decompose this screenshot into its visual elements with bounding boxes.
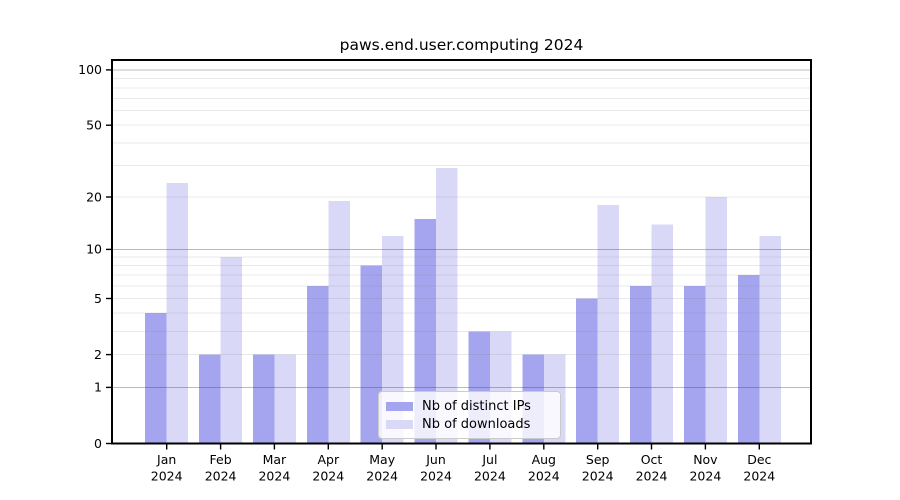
bar-ips-dec [737,275,760,444]
x-tick-label-year-jan: 2024 [151,469,183,484]
legend: Nb of distinct IPs Nb of downloads [378,391,561,439]
x-tick-label-month-jul: Jul [481,452,497,467]
legend-label-distinct-ips: Nb of distinct IPs [422,398,531,414]
bar-ips-oct [630,286,652,444]
chart-title: paws.end.user.computing 2024 [339,36,584,54]
x-tick-label-year-dec: 2024 [743,469,775,484]
bar-ips-may [360,265,383,444]
bar-downloads-feb [220,257,243,444]
x-tick-label-month-sep: Sep [586,452,610,467]
bar-ips-jun [414,219,436,444]
y-tick-label-20: 20 [86,189,102,204]
bar-downloads-apr [328,201,350,444]
y-tick-label-50: 50 [86,118,102,133]
legend-swatch-distinct-ips [386,401,413,411]
y-tick-label-100: 100 [78,62,102,77]
bar-downloads-jan [166,182,189,444]
y-tick-label-1: 1 [94,380,102,395]
x-tick-label-year-feb: 2024 [205,469,237,484]
bar-downloads-oct [651,224,673,444]
bar-ips-apr [306,286,329,444]
x-tick-label-year-may: 2024 [366,469,398,484]
x-tick-label-year-jul: 2024 [474,469,506,484]
bar-ips-jan [145,313,167,444]
x-tick-label-year-mar: 2024 [258,469,290,484]
bar-downloads-nov [705,197,727,444]
bar-ips-sep [576,298,598,444]
x-tick-label-year-apr: 2024 [312,469,344,484]
x-tick-label-year-oct: 2024 [636,469,668,484]
x-tick-label-year-jun: 2024 [420,469,452,484]
bar-downloads-mar [274,354,296,444]
x-tick-label-month-jan: Jan [156,452,176,467]
bar-ips-feb [199,354,221,444]
x-axis: Jan 2024 Feb 2024 Mar 2024 Apr 2024 May 2024 Jun 20… [151,443,775,484]
x-tick-label-month-nov: Nov [693,452,718,467]
legend-swatch-downloads [386,419,413,429]
bar-ips-mar [252,354,275,444]
bar-downloads-sep [597,205,620,444]
bar-downloads-dec [759,235,781,444]
x-tick-label-month-apr: Apr [317,452,339,467]
plot-border [111,59,812,445]
bars-series-1 [166,168,781,444]
x-tick-label-year-nov: 2024 [689,469,721,484]
legend-label-downloads: Nb of downloads [422,416,531,432]
y-tick-label-10: 10 [86,242,102,257]
x-tick-label-month-feb: Feb [210,452,232,467]
x-tick-label-month-mar: Mar [263,452,287,467]
x-tick-label-month-may: May [369,452,395,467]
x-tick-label-month-aug: Aug [532,452,556,467]
x-tick-label-month-oct: Oct [641,452,663,467]
legend-item-downloads: Nb of downloads [386,417,560,432]
bar-ips-nov [683,286,706,444]
x-tick-label-month-jun: Jun [425,452,446,467]
bar-downloads-jun [436,168,458,444]
y-tick-label-0: 0 [94,436,102,451]
legend-item-distinct-ips: Nb of distinct IPs [386,399,560,414]
x-tick-label-year-aug: 2024 [528,469,560,484]
y-axis: 0 1 2 5 10 20 50 100 [78,62,112,451]
x-tick-label-year-sep: 2024 [582,469,614,484]
y-tick-label-5: 5 [94,291,102,306]
y-tick-label-2: 2 [94,347,102,362]
gridlines [112,69,811,388]
x-tick-label-month-dec: Dec [747,452,771,467]
